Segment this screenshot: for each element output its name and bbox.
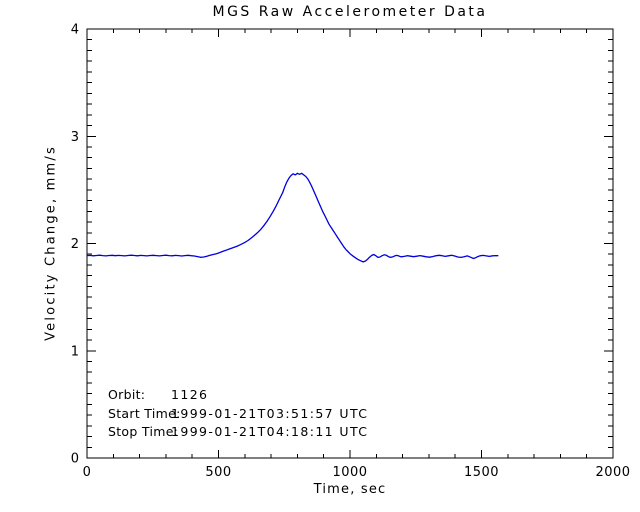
annotation-start-time-label: Start Time: [108, 405, 181, 421]
x-tick-label: 1000 [332, 465, 367, 480]
annotation-orbit: Orbit: 1126 [108, 387, 207, 406]
x-tick-label: 2000 [595, 465, 630, 480]
x-axis-title: Time, sec [313, 482, 387, 497]
annotation-stop-time: Stop Time: 1999-01-21T04:18:11 UTC [108, 424, 367, 443]
y-tick-label: 0 [71, 452, 79, 467]
x-tick-label: 500 [205, 465, 231, 480]
annotation-stop-time-label: Stop Time: [108, 424, 179, 439]
y-tick-label: 4 [71, 23, 79, 38]
y-tick-label: 3 [71, 130, 79, 145]
annotation-stop-time-value: 1999-01-21T04:18:11 UTC [171, 424, 369, 439]
y-axis-title: Velocity Change, mm/s [43, 145, 59, 341]
x-tick-label: 1500 [464, 465, 499, 480]
annotation-orbit-value: 1126 [171, 387, 209, 402]
velocity-change-line [86, 172, 499, 263]
y-tick-label: 1 [71, 344, 79, 359]
y-tick-label: 2 [71, 237, 79, 252]
annotation-start-time-value: 1999-01-21T03:51:57 UTC [171, 405, 369, 421]
annotation-start-time: Start Time: 1999-01-21T03:51:57 UTC [108, 405, 367, 425]
annotation-block: Orbit: 1126 Start Time: 1999-01-21T03:51… [108, 387, 367, 443]
x-tick-label: 0 [83, 465, 92, 480]
annotation-orbit-label: Orbit: [108, 387, 146, 402]
chart-title: MGS Raw Accelerometer Data [212, 4, 488, 20]
